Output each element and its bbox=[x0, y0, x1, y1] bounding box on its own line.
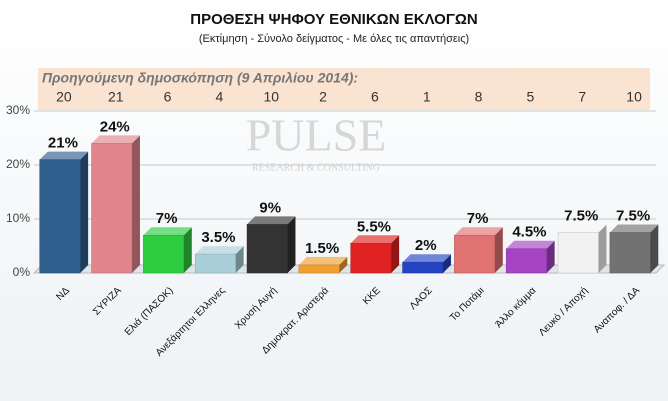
bar bbox=[246, 224, 288, 274]
value-label: 5.5% bbox=[357, 218, 391, 235]
previous-poll-value: 10 bbox=[626, 89, 642, 105]
previous-poll-value: 6 bbox=[164, 89, 172, 105]
bar bbox=[91, 143, 133, 274]
previous-poll-value: 10 bbox=[263, 89, 279, 105]
value-label: 3.5% bbox=[201, 229, 235, 246]
bar-top bbox=[402, 254, 451, 263]
bar-side bbox=[339, 256, 348, 273]
previous-poll-value: 7 bbox=[578, 89, 586, 105]
bar bbox=[39, 159, 81, 274]
bar-side bbox=[546, 240, 555, 273]
previous-poll-value: 4 bbox=[216, 89, 224, 105]
previous-poll-value: 20 bbox=[56, 89, 72, 105]
bar bbox=[402, 261, 444, 274]
bar-side bbox=[183, 227, 192, 273]
y-tick-label: 0% bbox=[13, 265, 31, 279]
previous-poll-value: 6 bbox=[371, 89, 379, 105]
bar-side bbox=[494, 227, 503, 273]
bar-top bbox=[350, 235, 400, 244]
value-label: 4.5% bbox=[512, 224, 546, 241]
bar-side bbox=[131, 135, 140, 273]
bar-top bbox=[247, 216, 296, 225]
previous-poll-value: 5 bbox=[527, 89, 535, 105]
chart-subtitle: (Εκτίμηση - Σύνολο δείγματος - Με όλες τ… bbox=[199, 33, 469, 45]
bar-side bbox=[598, 224, 607, 273]
bar-side bbox=[235, 246, 244, 273]
bar-top bbox=[39, 151, 89, 160]
value-label: 21% bbox=[48, 135, 78, 152]
value-label: 24% bbox=[100, 118, 130, 135]
previous-poll-value: 2 bbox=[319, 89, 327, 105]
bar-top bbox=[609, 224, 659, 233]
value-label: 9% bbox=[259, 199, 281, 216]
previous-poll-band bbox=[38, 68, 650, 110]
value-label: 7% bbox=[467, 210, 489, 227]
value-label: 2% bbox=[415, 237, 437, 254]
value-label: 7% bbox=[156, 210, 178, 227]
bar-top bbox=[558, 224, 607, 233]
watermark: RESEARCH & CONSULTING bbox=[252, 162, 380, 173]
bar-side bbox=[391, 235, 400, 273]
bar-top bbox=[91, 135, 140, 144]
bar bbox=[505, 248, 547, 274]
bar bbox=[194, 253, 236, 274]
value-label: 7.5% bbox=[564, 207, 598, 224]
bar-top bbox=[195, 246, 244, 255]
bar-side bbox=[650, 224, 659, 273]
bar bbox=[454, 234, 496, 274]
previous-poll-value: 21 bbox=[108, 89, 124, 105]
bar-side bbox=[287, 216, 296, 273]
chart-title: ΠΡΟΘΕΣΗ ΨΗΦΟΥ ΕΘΝΙΚΩΝ ΕΚΛΟΓΩΝ bbox=[190, 11, 477, 28]
bar bbox=[609, 232, 651, 274]
bar-top bbox=[298, 256, 348, 265]
bar bbox=[557, 232, 599, 274]
bar bbox=[298, 264, 340, 274]
bar bbox=[143, 234, 185, 274]
bar bbox=[350, 243, 392, 274]
value-label: 1.5% bbox=[305, 240, 339, 257]
y-tick-label: 20% bbox=[6, 157, 30, 171]
bar-top bbox=[454, 227, 503, 236]
previous-poll-value: 1 bbox=[423, 89, 431, 105]
bar-side bbox=[80, 151, 89, 273]
bar-top bbox=[143, 227, 192, 236]
previous-poll-value: 8 bbox=[475, 89, 483, 105]
watermark: PULSE bbox=[246, 110, 387, 161]
y-tick-label: 30% bbox=[6, 103, 30, 117]
bar-top bbox=[506, 240, 555, 249]
y-tick-label: 10% bbox=[6, 211, 30, 225]
value-label: 7.5% bbox=[616, 207, 650, 224]
previous-poll-label: Προηγούμενη δημοσκόπηση (9 Απριλίου 2014… bbox=[42, 70, 358, 86]
bar-side bbox=[442, 254, 451, 273]
